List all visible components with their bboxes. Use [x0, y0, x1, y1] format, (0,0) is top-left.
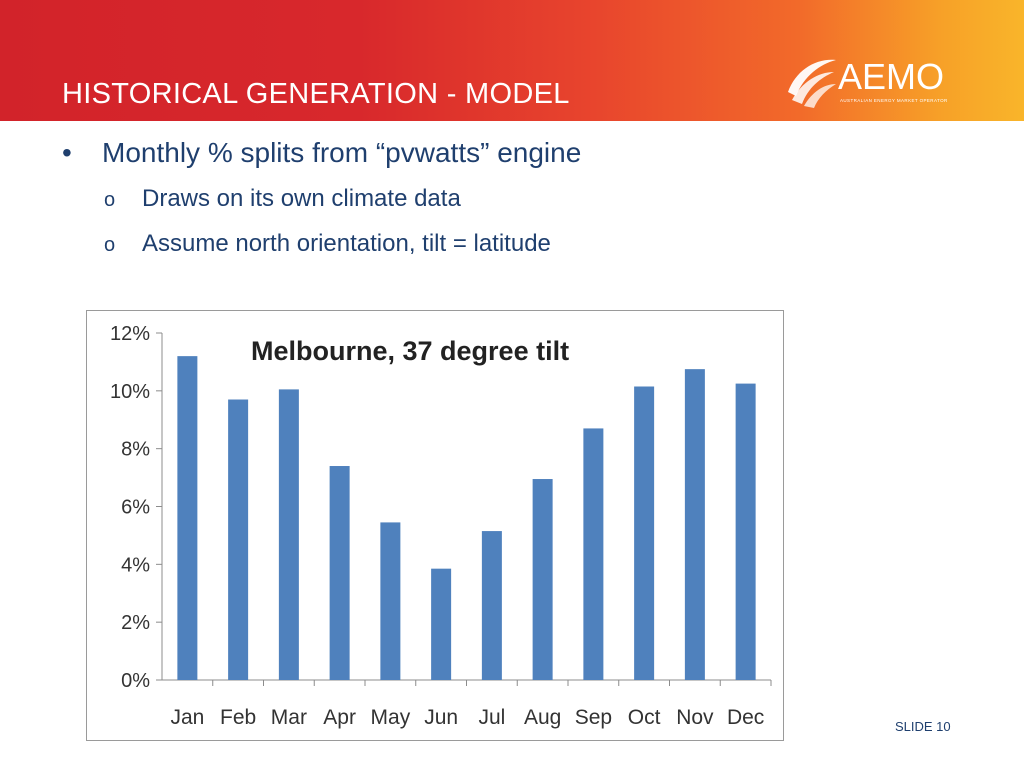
x-tick-label: Sep [575, 706, 612, 729]
x-tick-label: Nov [676, 706, 714, 729]
bar-sep [583, 428, 604, 680]
logo-wordmark: AEMO [838, 56, 945, 97]
chart-container: 0% 2% 4% 6% 8% 10% 12% Jan Feb Mar Apr May Jun Jul Aug… [86, 310, 784, 741]
bar-mar [278, 389, 299, 680]
sub-bullet-2-text: Assume north orientation, tilt = latitud… [142, 230, 551, 257]
bar-jul [481, 531, 502, 680]
x-tick-label: Jan [170, 706, 204, 729]
x-tick-label: Feb [220, 706, 256, 729]
bar-jan [177, 356, 198, 680]
x-tick-label: Aug [524, 706, 561, 729]
bar-nov [684, 369, 705, 680]
bar-feb [228, 399, 249, 680]
aemo-swoosh-icon [788, 59, 836, 108]
sub-bullet-1: o Draws on its own climate data [104, 185, 461, 213]
y-tick-label: 2% [121, 612, 150, 634]
sub-bullet-1-text: Draws on its own climate data [142, 185, 461, 212]
bar-chart: 0% 2% 4% 6% 8% 10% 12% Jan Feb Mar Apr May Jun Jul Aug… [110, 323, 772, 729]
slide-number: SLIDE 10 [895, 719, 951, 734]
logo-subtitle: AUSTRALIAN ENERGY MARKET OPERATOR [840, 98, 948, 103]
y-tick-label: 0% [121, 670, 150, 692]
bullet-main-text: Monthly % splits from “pvwatts” engine [102, 137, 582, 168]
x-tick-label: Jul [478, 706, 505, 729]
bar-aug [532, 479, 553, 680]
y-tick-label: 6% [121, 497, 150, 519]
sub-bullet-2: o Assume north orientation, tilt = latitu… [104, 230, 551, 258]
y-tick-label: 4% [121, 554, 150, 576]
bullet-marker: • [62, 137, 72, 168]
bar-oct [634, 386, 655, 680]
x-tick-label: Apr [323, 706, 356, 729]
y-tick-label: 8% [121, 439, 150, 461]
sub-bullet-marker: o [104, 189, 116, 211]
x-tick-label: Jun [424, 706, 458, 729]
aemo-logo: AEMO AUSTRALIAN ENERGY MARKET OPERATOR [782, 52, 952, 112]
bullet-main: • Monthly % splits from “pvwatts” engine [62, 137, 581, 169]
bar-jun [431, 568, 452, 680]
bar-may [380, 522, 401, 680]
y-tick-label: 10% [110, 381, 150, 403]
slide-title: HISTORICAL GENERATION - MODEL [62, 78, 570, 110]
bar-dec [735, 383, 756, 680]
y-tick-label: 12% [110, 323, 150, 345]
x-tick-label: Oct [628, 706, 661, 729]
x-tick-label: Mar [271, 706, 307, 729]
chart-title: Melbourne, 37 degree tilt [251, 336, 570, 366]
x-tick-label: Dec [727, 706, 764, 729]
slide-header: HISTORICAL GENERATION - MODEL AEMO AUSTR… [0, 0, 1024, 121]
bar-apr [329, 466, 350, 680]
x-tick-label: May [371, 706, 411, 729]
sub-bullet-marker: o [104, 234, 116, 256]
